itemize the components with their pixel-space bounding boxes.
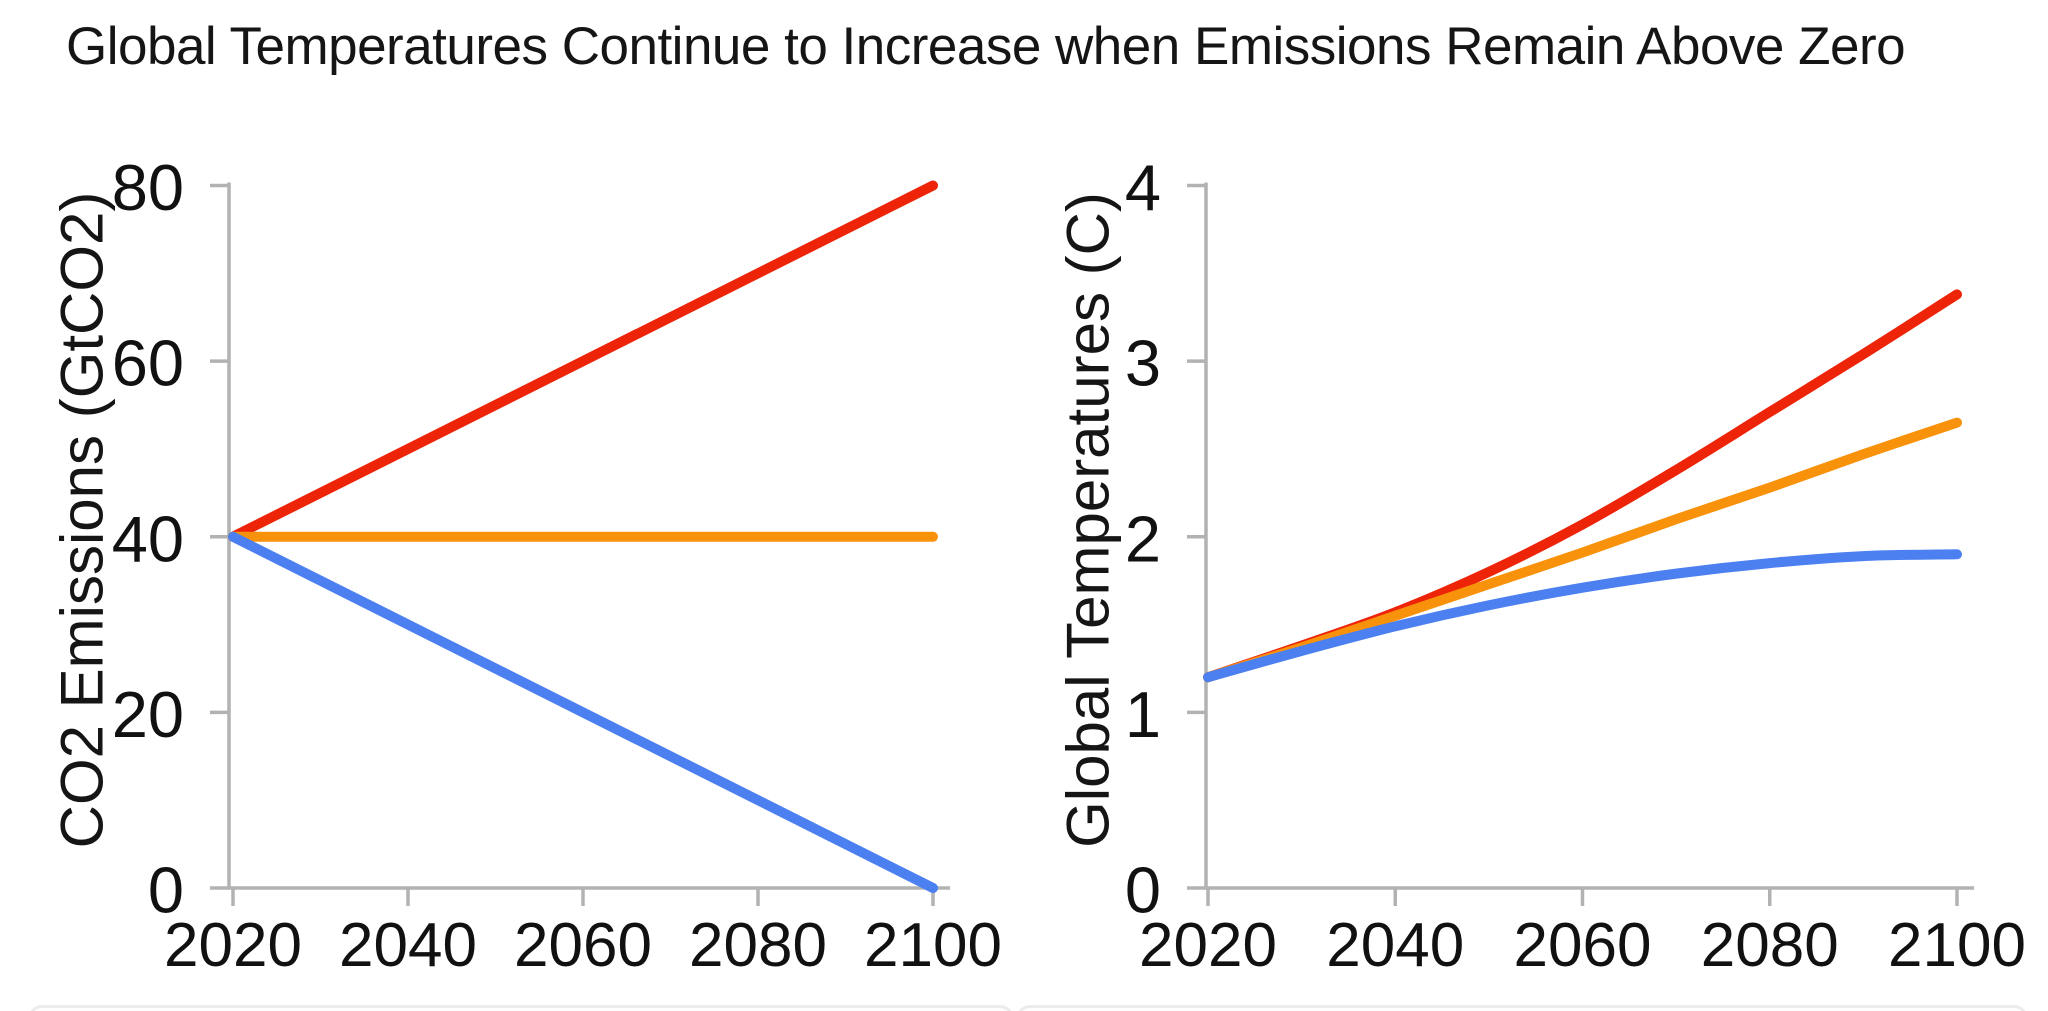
x-tick-label: 2080 — [689, 911, 827, 980]
y-tick-label: 2 — [1125, 502, 1161, 575]
x-tick-label: 2100 — [1888, 911, 2026, 980]
right-y-axis-label: Global Temperatures (C) — [1054, 192, 1122, 848]
series-line-red-rising-emissions — [228, 180, 938, 542]
y-tick-label: 1 — [1125, 678, 1161, 751]
series-line-orange-constant-emissions — [1203, 417, 1962, 683]
chart-title: Global Temperatures Continue to Increase… — [66, 17, 1906, 76]
y-tick-label: 60 — [112, 327, 184, 400]
left-y-axis-label: CO2 Emissions (GtCO2) — [48, 191, 116, 849]
series-line-blue-declining-emissions — [228, 531, 938, 893]
y-tick-label: 0 — [1125, 854, 1161, 927]
x-tick-label: 2040 — [339, 911, 477, 980]
y-tick-label: 4 — [1125, 151, 1161, 224]
x-tick-label: 2020 — [164, 911, 302, 980]
y-tick-label: 40 — [112, 502, 184, 575]
bottom-card-right — [1016, 1005, 2028, 1011]
x-tick-label: 2020 — [1139, 911, 1277, 980]
x-tick-label: 2060 — [514, 911, 652, 980]
y-tick-label: 0 — [148, 854, 184, 927]
bottom-card-left — [28, 1005, 1014, 1011]
x-tick-label: 2080 — [1701, 911, 1839, 980]
y-tick-label: 80 — [112, 151, 184, 224]
series-line-blue-declining-emissions — [1203, 549, 1962, 683]
x-tick-label: 2100 — [864, 911, 1002, 980]
y-tick-label: 20 — [112, 678, 184, 751]
series-line-red-rising-emissions — [1203, 289, 1962, 683]
y-tick-label: 3 — [1125, 327, 1161, 400]
x-tick-label: 2040 — [1326, 911, 1464, 980]
x-tick-label: 2060 — [1514, 911, 1652, 980]
right-temperatures-chart: 0 1 2 3 4 2020 2040 2060 2080 2100 — [1125, 151, 2026, 980]
